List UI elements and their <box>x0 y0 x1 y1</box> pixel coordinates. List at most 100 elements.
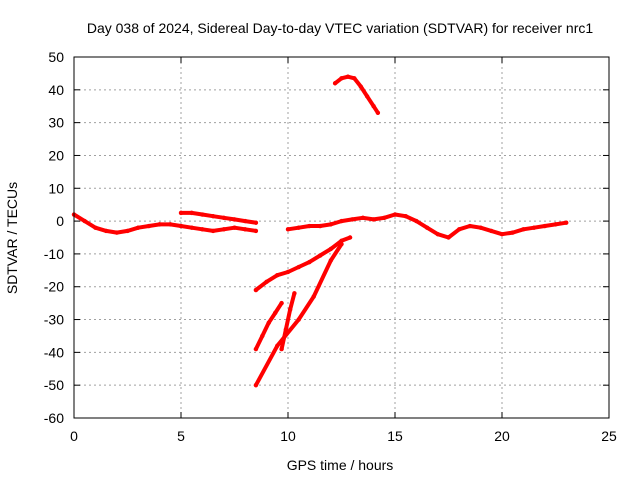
data-point <box>332 81 338 86</box>
data-point <box>296 317 301 322</box>
x-tick-label: 15 <box>387 428 403 444</box>
data-point <box>125 228 130 234</box>
data-point <box>279 300 284 306</box>
data-point <box>221 227 226 232</box>
data-point <box>253 346 259 352</box>
x-tick-label: 20 <box>494 428 510 444</box>
data-point <box>103 228 109 234</box>
data-point <box>307 223 312 229</box>
y-tick-label: -30 <box>44 312 64 328</box>
y-tick-label: 30 <box>48 115 64 131</box>
data-point <box>339 218 344 224</box>
data-point <box>221 215 226 221</box>
data-point <box>435 232 440 237</box>
data-point <box>243 218 248 224</box>
chart-title: Day 038 of 2024, Sidereal Day-to-day VTE… <box>87 20 593 36</box>
data-point <box>564 220 569 225</box>
data-point <box>266 320 271 326</box>
data-point <box>210 228 216 234</box>
data-point <box>360 215 366 221</box>
data-point <box>243 227 248 232</box>
data-point <box>339 241 344 247</box>
data-point <box>467 223 473 229</box>
data-point <box>283 327 289 332</box>
data-point <box>311 294 316 299</box>
data-point <box>146 223 152 229</box>
data-point <box>253 382 259 388</box>
data-point <box>339 76 344 81</box>
data-point <box>275 343 280 348</box>
data-point <box>189 210 194 216</box>
x-tick-label: 5 <box>177 428 185 444</box>
x-tick-label: 0 <box>70 428 78 444</box>
data-point <box>296 225 301 230</box>
data-point <box>232 225 237 230</box>
data-point <box>328 222 333 227</box>
y-tick-label: 0 <box>56 213 64 229</box>
data-point <box>253 287 259 293</box>
data-point <box>253 228 259 234</box>
data-point <box>82 218 87 224</box>
data-point <box>371 217 376 222</box>
series-group <box>71 74 569 388</box>
data-point <box>178 223 184 229</box>
data-point <box>392 212 398 217</box>
data-point <box>200 212 205 217</box>
y-tick-label: 50 <box>48 49 64 65</box>
data-point <box>489 228 494 234</box>
y-tick-label: -40 <box>44 344 64 360</box>
x-axis-label: GPS time / hours <box>287 457 394 473</box>
x-tick-label: 25 <box>601 428 617 444</box>
y-tick-label: 40 <box>48 82 64 98</box>
axis-ticks: 0 5 10 15 20 25 -60 -50 -40 -30 -20 -10 0 10 20 30 40 50 <box>44 49 617 444</box>
data-point <box>307 259 312 265</box>
data-point <box>499 232 505 237</box>
data-point <box>317 223 323 229</box>
data-point <box>510 230 515 235</box>
data-point <box>253 220 259 225</box>
data-point <box>178 210 184 216</box>
data-point <box>553 222 558 227</box>
y-axis-label: SDTVAR / TECUs <box>4 182 20 294</box>
data-point <box>521 227 526 232</box>
data-point <box>364 94 370 99</box>
x-tick-label: 10 <box>280 428 296 444</box>
data-point <box>328 258 333 263</box>
data-point <box>478 225 483 230</box>
data-point <box>358 84 363 89</box>
data-point <box>542 223 547 229</box>
series-trace-7 <box>279 291 297 352</box>
data-point <box>371 104 376 109</box>
data-point <box>375 110 381 115</box>
data-point <box>114 230 120 235</box>
y-tick-label: -10 <box>44 246 64 262</box>
data-point <box>328 246 333 252</box>
data-point <box>347 235 353 240</box>
data-point <box>272 310 278 316</box>
data-point <box>382 215 387 221</box>
data-point <box>168 222 173 227</box>
data-point <box>292 291 297 296</box>
data-point <box>345 74 351 79</box>
data-point <box>93 225 98 230</box>
data-point <box>279 346 284 352</box>
data-point <box>414 218 419 224</box>
data-point <box>260 333 265 339</box>
series-trace-8 <box>333 74 380 115</box>
data-point <box>350 217 355 222</box>
data-point <box>296 264 301 270</box>
data-point <box>317 253 323 258</box>
data-point <box>275 273 280 278</box>
grid <box>74 57 609 418</box>
data-point <box>339 238 344 243</box>
data-point <box>189 225 194 230</box>
y-tick-label: -60 <box>44 410 64 426</box>
data-point <box>232 217 237 222</box>
y-tick-label: 10 <box>48 180 64 196</box>
y-tick-label: 20 <box>48 147 64 163</box>
series-trace-5 <box>253 242 344 388</box>
data-point <box>403 213 408 219</box>
data-point <box>352 76 357 81</box>
data-point <box>446 235 451 240</box>
